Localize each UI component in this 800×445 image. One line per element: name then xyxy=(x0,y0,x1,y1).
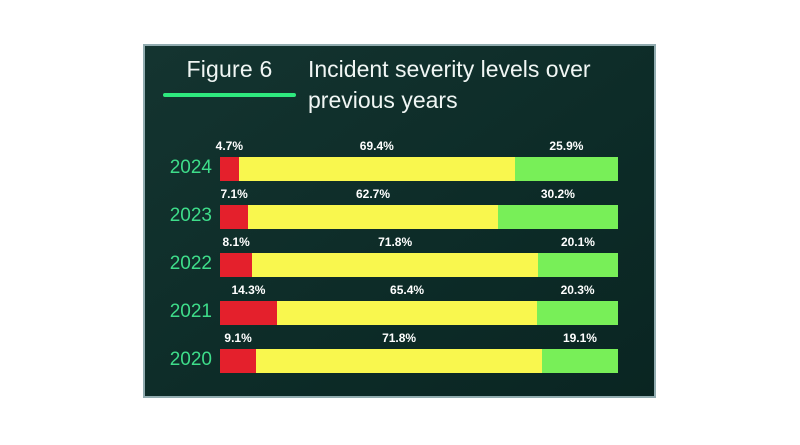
year-label: 2024 xyxy=(169,157,212,178)
segment-value-label: 4.7% xyxy=(215,139,244,153)
segment-labels-row: 4.7% 69.4% 25.9% xyxy=(215,139,618,155)
figure-accent-underline xyxy=(163,93,296,97)
chart-row: 2024 4.7% 69.4% 25.9% xyxy=(157,139,618,181)
chart-title: Incident severity levels over previous ye… xyxy=(308,54,591,116)
bar-segment-green xyxy=(514,157,618,181)
segment-value-label: 19.1% xyxy=(562,331,597,345)
year-label: 2022 xyxy=(169,253,212,274)
bar-segment-red xyxy=(220,253,253,277)
bar-segment-yellow xyxy=(256,349,542,373)
segment-value-label: 7.1% xyxy=(220,187,248,201)
stacked-bar xyxy=(220,349,618,373)
stacked-bar-chart: 2024 4.7% 69.4% 25.9% 2023 7.1% 62.7% 30.2% 2022… xyxy=(157,139,618,379)
bar-block: 14.3% 65.4% 20.3% xyxy=(220,283,618,325)
segment-labels-row: 8.1% 71.8% 20.1% xyxy=(220,235,618,251)
segment-value-label: 20.3% xyxy=(560,283,595,297)
stacked-bar xyxy=(220,253,618,277)
segment-value-label: 25.9% xyxy=(549,139,584,153)
bar-segment-green xyxy=(541,349,618,373)
segment-value-label: 8.1% xyxy=(222,235,250,249)
figure-panel: Figure 6 Incident severity levels over pr… xyxy=(143,44,656,398)
bar-segment-yellow xyxy=(276,301,538,325)
year-label: 2021 xyxy=(169,301,212,322)
segment-value-label: 69.4% xyxy=(359,139,394,153)
segment-value-label: 14.3% xyxy=(231,283,266,297)
chart-row: 2020 9.1% 71.8% 19.1% xyxy=(157,331,618,373)
year-label: 2020 xyxy=(169,349,212,370)
bar-segment-green xyxy=(537,253,618,277)
bar-block: 8.1% 71.8% 20.1% xyxy=(220,235,618,277)
segment-value-label: 65.4% xyxy=(390,283,425,297)
figure-number-label: Figure 6 xyxy=(186,56,273,82)
bar-segment-yellow xyxy=(248,205,498,229)
segment-value-label: 71.8% xyxy=(378,235,413,249)
bar-segment-red xyxy=(220,349,257,373)
bar-segment-red xyxy=(220,301,277,325)
segment-value-label: 62.7% xyxy=(356,187,391,201)
bar-block: 4.7% 69.4% 25.9% xyxy=(215,139,618,181)
chart-title-line2: previous years xyxy=(308,87,458,113)
bar-segment-yellow xyxy=(252,253,538,277)
bar-segment-yellow xyxy=(238,157,515,181)
segment-labels-row: 7.1% 62.7% 30.2% xyxy=(220,187,618,203)
chart-row: 2022 8.1% 71.8% 20.1% xyxy=(157,235,618,277)
segment-labels-row: 14.3% 65.4% 20.3% xyxy=(220,283,618,299)
segment-value-label: 30.2% xyxy=(540,187,575,201)
segment-value-label: 9.1% xyxy=(224,331,252,345)
year-label: 2023 xyxy=(169,205,212,226)
bar-segment-green xyxy=(497,205,618,229)
segment-value-label: 20.1% xyxy=(560,235,595,249)
stacked-bar xyxy=(220,301,618,325)
stacked-bar xyxy=(220,205,618,229)
bar-segment-red xyxy=(220,157,239,181)
chart-title-line1: Incident severity levels over xyxy=(308,56,591,82)
bar-block: 7.1% 62.7% 30.2% xyxy=(220,187,618,229)
chart-row: 2021 14.3% 65.4% 20.3% xyxy=(157,283,618,325)
chart-row: 2023 7.1% 62.7% 30.2% xyxy=(157,187,618,229)
bar-segment-red xyxy=(220,205,249,229)
segment-labels-row: 9.1% 71.8% 19.1% xyxy=(220,331,618,347)
segment-value-label: 71.8% xyxy=(382,331,417,345)
bar-block: 9.1% 71.8% 19.1% xyxy=(220,331,618,373)
bar-segment-green xyxy=(537,301,618,325)
stacked-bar xyxy=(220,157,618,181)
